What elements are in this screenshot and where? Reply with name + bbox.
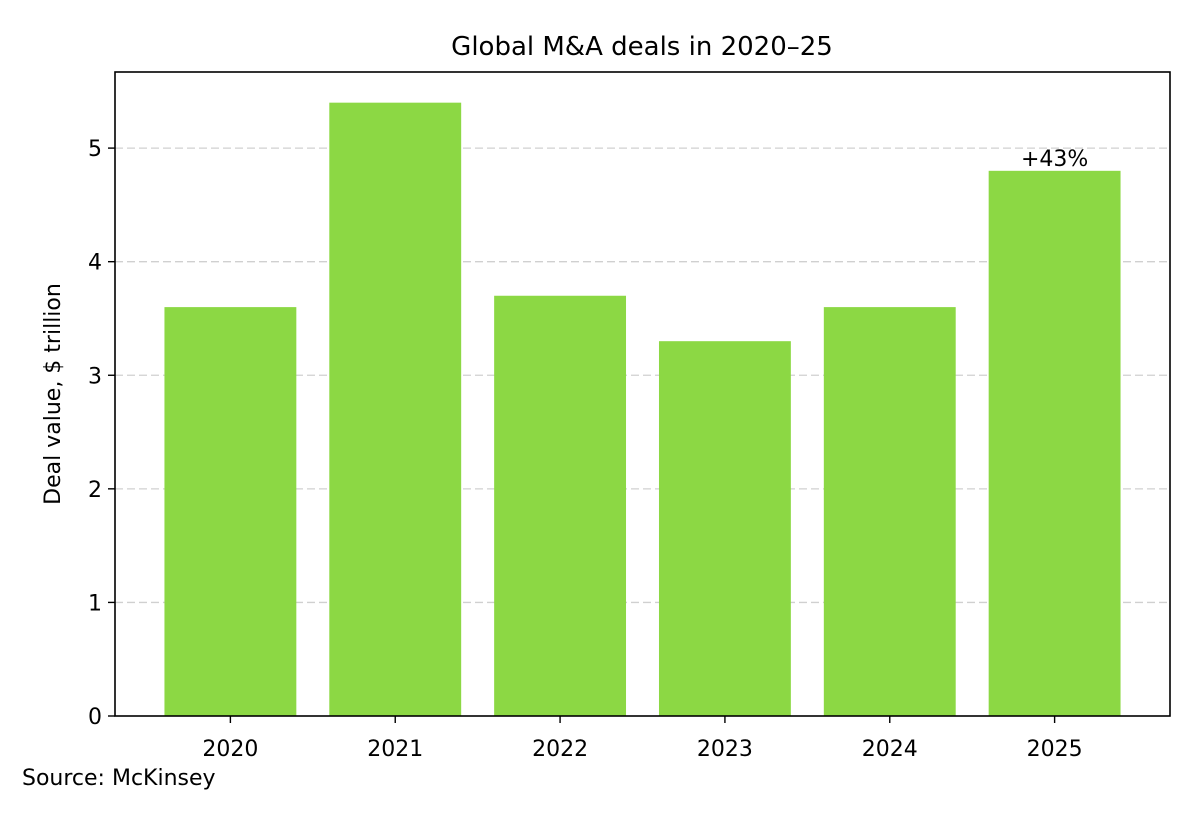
bar-2024 <box>823 307 956 716</box>
x-tick-label: 2024 <box>862 737 918 762</box>
bar-2025 <box>988 170 1121 716</box>
x-tick-label: 2023 <box>697 737 753 762</box>
chart-title: Global M&A deals in 2020–25 <box>451 32 833 62</box>
y-tick-label: 3 <box>88 364 102 389</box>
bar-2020 <box>164 307 297 716</box>
x-tick-label: 2022 <box>532 737 588 762</box>
y-tick-label: 1 <box>88 591 102 616</box>
y-tick-label: 2 <box>88 478 102 503</box>
plot-frame <box>114 71 1171 717</box>
y-axis-label: Deal value, $ trillion <box>41 283 66 505</box>
bar-2023 <box>658 341 791 716</box>
x-tick-label: 2020 <box>202 737 258 762</box>
y-tick-label: 5 <box>88 137 102 162</box>
x-tick-label: 2025 <box>1027 737 1083 762</box>
bars <box>164 102 1121 716</box>
bar-2022 <box>494 295 627 716</box>
source-note: Source: McKinsey <box>22 766 216 791</box>
y-axis: 0 1 2 3 4 5 <box>88 137 115 730</box>
y-tick-label: 0 <box>88 705 102 730</box>
bar-2021 <box>329 102 462 716</box>
x-tick-label: 2021 <box>367 737 423 762</box>
x-axis: 2020 2021 2022 2023 2024 2025 <box>202 716 1083 762</box>
annotations: +43% <box>1021 147 1088 172</box>
y-tick-label: 4 <box>88 251 102 276</box>
data-label: +43% <box>1021 147 1088 172</box>
